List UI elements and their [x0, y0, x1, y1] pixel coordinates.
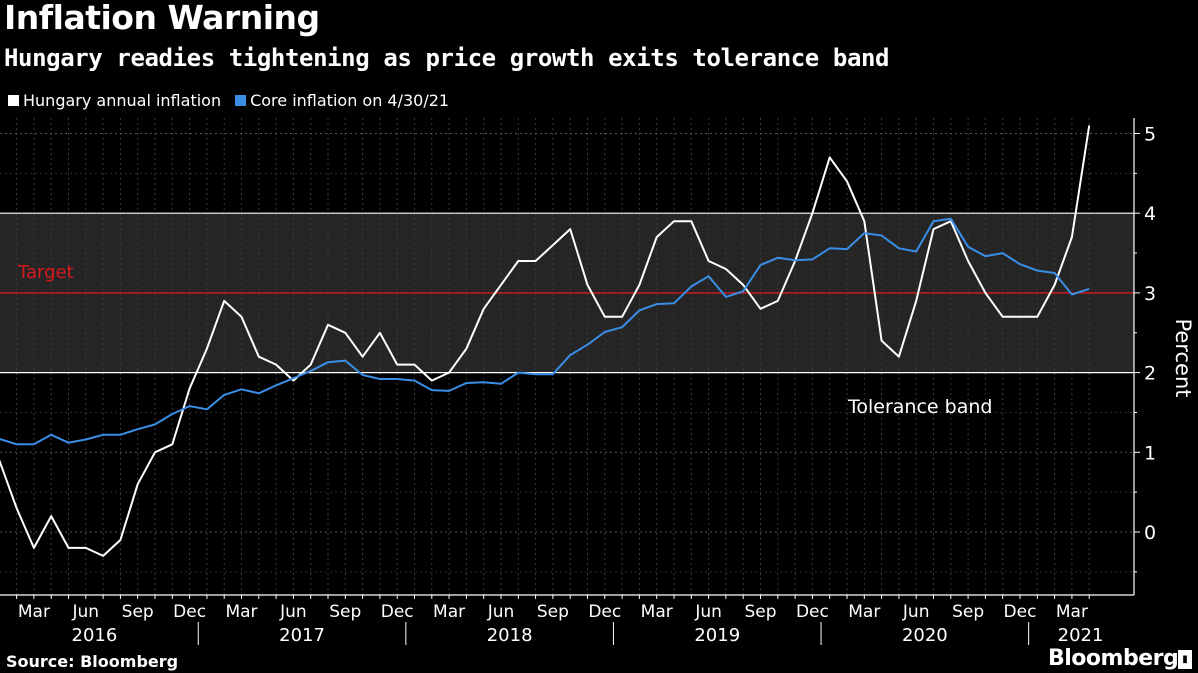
x-tick-label: Dec	[796, 602, 829, 622]
legend-swatch-core	[235, 95, 247, 106]
bloomberg-logo: Bloomberg	[1048, 646, 1179, 671]
y-tick-label: 4	[1144, 203, 1156, 225]
legend-item-headline: Hungary annual inflation	[8, 91, 221, 110]
y-tick-label: 5	[1144, 124, 1156, 146]
x-tick-label: Mar	[18, 602, 50, 622]
chart-title: Inflation Warning	[4, 0, 320, 37]
legend: Hungary annual inflation Core inflation …	[8, 91, 449, 110]
x-tick-label: Mar	[848, 602, 880, 622]
chart-subtitle: Hungary readies tightening as price grow…	[4, 44, 890, 72]
x-tick-label: Sep	[537, 602, 569, 622]
x-tick-label: Dec	[588, 602, 621, 622]
bloomberg-badge-icon: ▮	[1178, 650, 1192, 669]
x-tick-label: Sep	[122, 602, 154, 622]
x-tick-label: Mar	[1056, 602, 1088, 622]
legend-label-headline: Hungary annual inflation	[23, 91, 222, 110]
tolerance-band-label: Tolerance band	[847, 396, 992, 418]
y-tick-label: 0	[1144, 522, 1156, 544]
year-label: 2016	[72, 625, 118, 646]
x-tick-label: Jun	[72, 602, 100, 622]
x-tick-label: Jun	[694, 602, 722, 622]
x-tick-label: Jun	[279, 602, 307, 622]
x-tick-label: Dec	[1004, 602, 1037, 622]
legend-item-core: Core inflation on 4/30/21	[235, 91, 449, 110]
target-label: Target	[17, 262, 74, 283]
x-tick-label: Sep	[329, 602, 361, 622]
y-tick-label: 1	[1144, 442, 1156, 464]
year-label: 2017	[279, 625, 325, 646]
x-tick-label: Sep	[744, 602, 776, 622]
y-tick-label: 3	[1144, 283, 1156, 305]
year-label: 2018	[487, 625, 533, 646]
y-axis-label: Percent	[1171, 318, 1195, 397]
x-tick-label: Mar	[641, 602, 673, 622]
x-tick-label: Mar	[225, 602, 257, 622]
year-label: 2021	[1058, 625, 1104, 646]
year-label: 2020	[902, 625, 948, 646]
y-tick-label: 2	[1144, 363, 1156, 385]
x-tick-label: Dec	[381, 602, 414, 622]
x-tick-label: Jun	[902, 602, 930, 622]
x-tick-label: Mar	[433, 602, 465, 622]
x-tick-label: Sep	[952, 602, 984, 622]
series-line-headline	[0, 125, 1091, 557]
x-tick-label: Dec	[173, 602, 206, 622]
year-label: 2019	[694, 625, 740, 646]
legend-swatch-headline	[8, 95, 19, 106]
series-line-core	[0, 217, 1090, 446]
legend-label-core: Core inflation on 4/30/21	[250, 91, 450, 110]
source-note: Source: Bloomberg	[6, 652, 179, 671]
x-tick-label: Jun	[487, 602, 515, 622]
